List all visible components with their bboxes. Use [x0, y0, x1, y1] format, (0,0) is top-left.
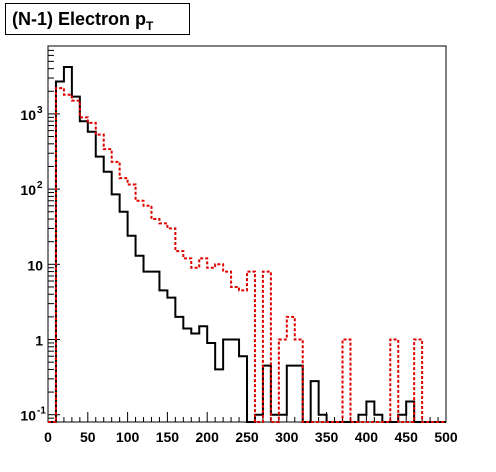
x-tick-label: 150 — [156, 429, 180, 445]
chart-title: (N-1) Electron pT — [5, 3, 190, 35]
chart-title-subscript: T — [146, 19, 154, 33]
x-tick-label: 300 — [275, 429, 299, 445]
x-tick-label: 400 — [355, 429, 379, 445]
x-tick-label: 350 — [315, 429, 339, 445]
x-tick-label: 250 — [235, 429, 259, 445]
y-tick-label: 10 — [20, 408, 36, 424]
x-tick-label: 50 — [80, 429, 96, 445]
histogram-red-dashed — [48, 87, 446, 423]
y-tick-label-exponent: 3 — [37, 105, 43, 116]
x-tick-label: 500 — [434, 429, 458, 445]
y-tick-label: 1 — [35, 333, 43, 349]
x-tick-label: 100 — [116, 429, 140, 445]
y-tick-label: 10 — [20, 182, 36, 198]
x-tick-label: 450 — [395, 429, 419, 445]
y-tick-label: 10 — [27, 257, 43, 273]
x-tick-label: 200 — [196, 429, 220, 445]
y-tick-label-exponent: -1 — [37, 406, 46, 417]
y-tick-label: 10 — [20, 107, 36, 123]
x-tick-label: 0 — [44, 429, 52, 445]
histogram-black-solid — [48, 66, 446, 423]
series-layer — [48, 66, 446, 423]
x-axis: 0 50 100 150 200 250 300 350 400 450 500 — [44, 412, 458, 445]
y-tick-label-exponent: 2 — [37, 180, 43, 191]
chart-title-main: (N-1) Electron p — [12, 9, 147, 29]
